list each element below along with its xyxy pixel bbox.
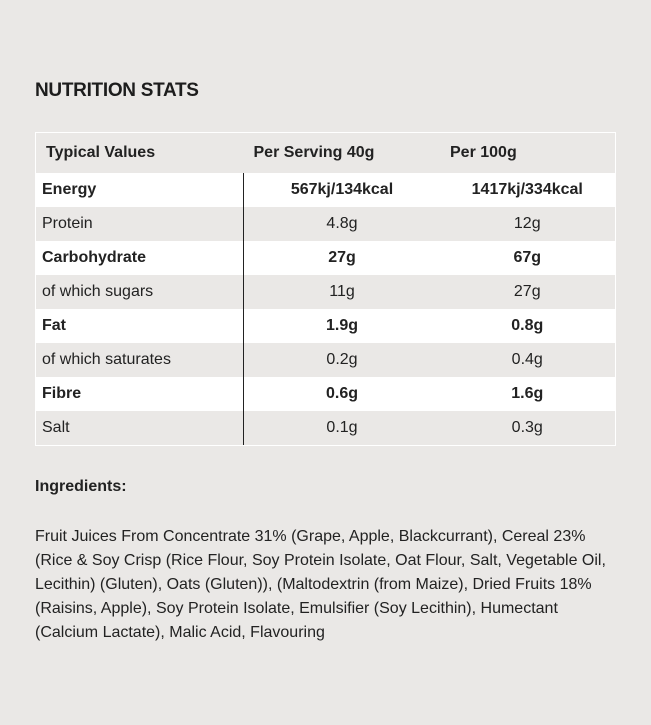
nutrient-name: of which sugars xyxy=(36,275,244,309)
per-100g-value: 0.8g xyxy=(440,309,615,343)
section-heading: NUTRITION STATS xyxy=(35,80,199,101)
nutrient-name: Fat xyxy=(36,309,244,343)
per-serving-value: 0.2g xyxy=(243,343,440,377)
table-row: of which sugars 11g 27g xyxy=(36,275,615,309)
nutrient-name: Protein xyxy=(36,207,244,241)
nutrient-name: Energy xyxy=(36,173,244,207)
table-body: Energy 567kj/134kcal 1417kj/334kcal Protein… xyxy=(36,173,615,445)
table-row: of which saturates 0.2g 0.4g xyxy=(36,343,615,377)
table-row: Fat 1.9g 0.8g xyxy=(36,309,615,343)
table-header-row: Typical Values Per Serving 40g Per 100g xyxy=(36,133,615,173)
per-100g-value: 27g xyxy=(440,275,615,309)
table-row: Fibre 0.6g 1.6g xyxy=(36,377,615,411)
per-100g-value: 12g xyxy=(440,207,615,241)
header-per-100g: Per 100g xyxy=(450,144,517,161)
nutrition-table: Typical Values Per Serving 40g Per 100g … xyxy=(36,133,615,445)
per-serving-value: 1.9g xyxy=(243,309,440,343)
per-serving-value: 11g xyxy=(243,275,440,309)
per-serving-value: 4.8g xyxy=(243,207,440,241)
table-row: Salt 0.1g 0.3g xyxy=(36,411,615,445)
per-100g-value: 67g xyxy=(440,241,615,275)
ingredients-text: Fruit Juices From Concentrate 31% (Grape… xyxy=(35,528,606,641)
nutrient-name: of which saturates xyxy=(36,343,244,377)
table-row: Carbohydrate 27g 67g xyxy=(36,241,615,275)
per-serving-value: 27g xyxy=(243,241,440,275)
nutrient-name: Carbohydrate xyxy=(36,241,244,275)
table-row: Protein 4.8g 12g xyxy=(36,207,615,241)
per-100g-value: 1.6g xyxy=(440,377,615,411)
header-per-serving: Per Serving 40g xyxy=(253,144,375,161)
header-typical-values: Typical Values xyxy=(46,144,156,161)
nutrition-table-container: Typical Values Per Serving 40g Per 100g … xyxy=(35,132,616,446)
per-100g-value: 0.4g xyxy=(440,343,615,377)
per-serving-value: 0.1g xyxy=(243,411,440,445)
per-serving-value: 0.6g xyxy=(243,377,440,411)
per-serving-value: 567kj/134kcal xyxy=(243,173,440,207)
ingredients-title: Ingredients: xyxy=(35,478,127,495)
table-row: Energy 567kj/134kcal 1417kj/334kcal xyxy=(36,173,615,207)
per-100g-value: 0.3g xyxy=(440,411,615,445)
nutrient-name: Fibre xyxy=(36,377,244,411)
per-100g-value: 1417kj/334kcal xyxy=(440,173,615,207)
nutrient-name: Salt xyxy=(36,411,244,445)
